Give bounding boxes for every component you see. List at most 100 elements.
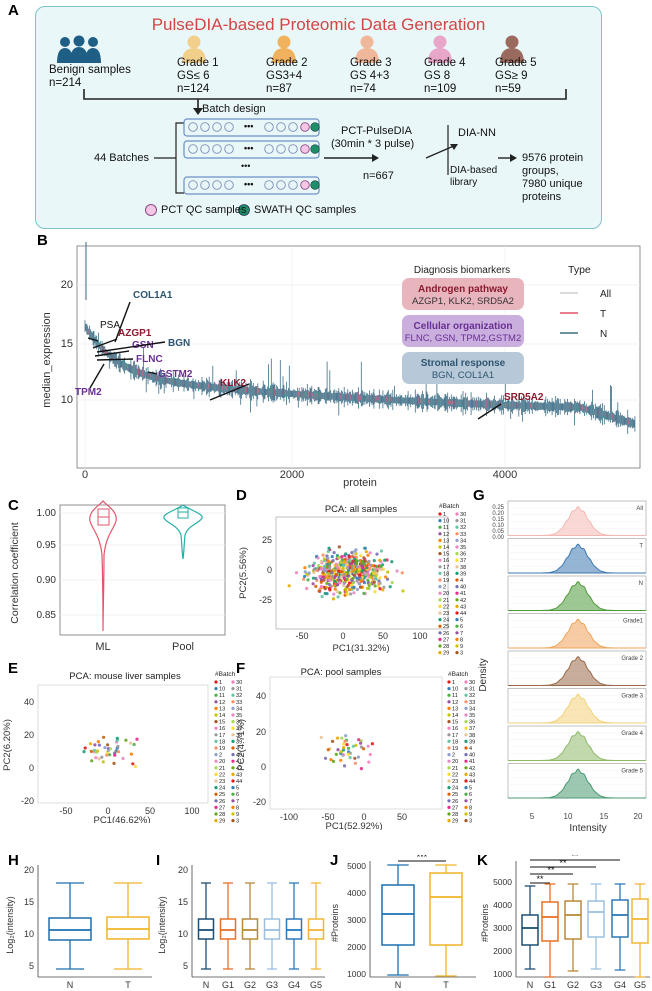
panel-g-chart: Density Intensity 0.25 0.20 0.15 0.10 0.… (478, 500, 647, 834)
panel-d-ytick: -25 (259, 595, 272, 605)
batch-swatch (455, 512, 459, 516)
pca-point (338, 591, 342, 595)
pca-point (95, 750, 99, 754)
panel-d-xlabel: PC1(31.32%) (332, 643, 389, 654)
biomarker-title: Diagnosis biomarkers (414, 265, 510, 276)
pca-point (88, 742, 93, 746)
dia-library-line1: DIA-based (450, 165, 498, 176)
batch-label: 8 (460, 637, 463, 643)
panel-j-chart: 5000 4000 3000 2000 1000 #Proteins *** N… (330, 855, 476, 990)
panel-e-ytick: 20 (24, 730, 34, 740)
pct-pulsedia-label: PCT-PulseDIA (341, 125, 412, 137)
batch-label: 13 (219, 706, 225, 712)
panel-label-b: B (37, 232, 48, 249)
pca-point (367, 760, 371, 764)
pca-point (311, 564, 315, 568)
pca-point (333, 569, 337, 573)
annotation-tpm2: TPM2 (75, 387, 102, 398)
panel-g-ytick: 0.05 (492, 529, 504, 535)
pca-point (339, 750, 343, 754)
pca-point (327, 582, 331, 586)
batch-swatch (464, 680, 468, 684)
panel-g-xtick: 20 (634, 812, 643, 821)
pca-point (386, 570, 390, 574)
pca-point (133, 764, 137, 769)
pca-point (325, 574, 329, 578)
pca-point (335, 583, 339, 587)
batch-swatch (447, 726, 451, 730)
pca-point (372, 580, 376, 584)
panel-c-ytick: 0.95 (37, 540, 57, 551)
pca-point (317, 564, 321, 568)
panel-f-ytick: -20 (253, 797, 266, 807)
batch-swatch (438, 598, 442, 602)
annotation-leader (209, 383, 250, 401)
pca-point (319, 559, 323, 564)
batch-swatch (438, 637, 442, 641)
batch-label: 23 (452, 779, 458, 785)
pca-point (342, 581, 346, 585)
pca-point (358, 582, 362, 586)
pca-point (331, 739, 335, 743)
pca-point (341, 566, 345, 570)
pca-point (343, 560, 347, 564)
grade2-icon (272, 35, 296, 63)
batch-swatch (214, 680, 218, 684)
pca-point (358, 576, 362, 580)
annotation-srd5a2: SRD5A2 (504, 392, 544, 403)
pca-point (362, 591, 366, 595)
batch-swatch (447, 706, 451, 710)
batch-label: 4 (460, 578, 463, 584)
panel-h-ytick: 10 (24, 929, 34, 939)
pca-point (340, 555, 344, 559)
pca-point (356, 755, 360, 759)
batch-label: 25 (443, 624, 449, 630)
batch-swatch (455, 637, 459, 641)
panel-d-ytick: 25 (262, 535, 272, 545)
panel-label-a: A (8, 2, 19, 19)
box-group-label: G1 (544, 980, 556, 990)
batch-swatch (438, 552, 442, 556)
pca-point (348, 588, 352, 592)
box-group-label: N (527, 980, 534, 990)
panel-c-group-ml: ML (95, 641, 110, 653)
batch-swatch (214, 766, 218, 770)
batch-label: 25 (219, 792, 225, 798)
panel-b-xtick: 0 (82, 469, 88, 481)
panel-b-xlabel: protein (343, 477, 377, 489)
batch-label: 8 (469, 805, 472, 811)
pca-point (334, 752, 338, 756)
batch-label: 37 (469, 726, 475, 732)
pca-point (339, 560, 343, 564)
batch-swatch (214, 739, 218, 743)
batch-label: 20 (452, 759, 458, 765)
pca-point (370, 742, 374, 746)
batch-swatch (231, 799, 235, 803)
pca-point (355, 579, 359, 583)
pca-point (116, 744, 120, 748)
batch-swatch (214, 759, 218, 763)
batch-label: 23 (219, 779, 225, 785)
panel-e-xlabel: PC1(46.62%) (93, 815, 150, 823)
density-curve (508, 730, 646, 761)
panel-f-ylabel: PC2(4.71%) (236, 719, 247, 771)
pca-point (339, 575, 343, 579)
batch-label: 4 (236, 746, 239, 752)
batch-swatch (455, 591, 459, 595)
panel-label-e: E (8, 660, 19, 677)
batch-swatch (447, 766, 451, 770)
batch-swatch (231, 739, 235, 743)
pca-point (92, 748, 96, 752)
batch-label: 25 (452, 792, 458, 798)
batch-swatch (438, 519, 442, 523)
panel-label-k: K (477, 852, 488, 869)
sig-label: ** (559, 858, 567, 868)
panel-c-ytick: 0.85 (37, 610, 57, 621)
pca-point (327, 578, 332, 582)
box-group-label: G2 (244, 980, 256, 990)
pca-point (378, 558, 382, 562)
box-body (285, 918, 303, 940)
pca-point (311, 576, 316, 580)
dia-library-line2: library (450, 177, 478, 188)
batch-label: 27 (443, 637, 449, 643)
